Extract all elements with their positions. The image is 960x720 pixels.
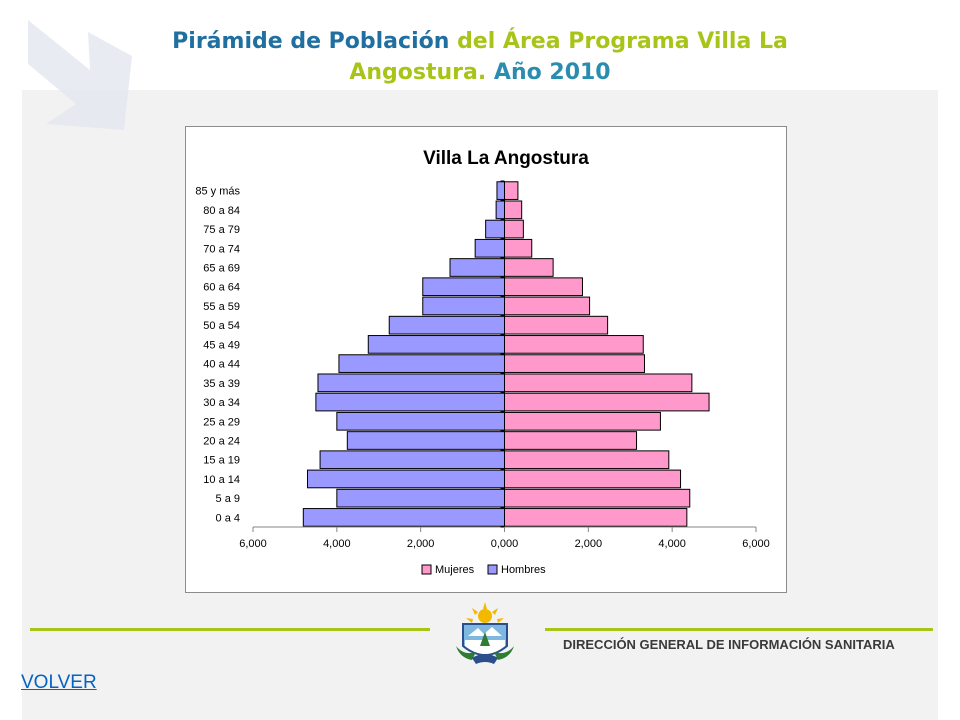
legend-swatch-mujeres <box>421 564 432 575</box>
bar-hombres-10 <box>388 315 506 335</box>
bar-mujeres-7 <box>504 373 693 393</box>
bar-hombres-4 <box>346 431 505 450</box>
province-emblem-icon <box>456 602 514 664</box>
category-label-7: 35 a 39 <box>203 378 240 390</box>
category-label-0: 0 a 4 <box>216 512 240 524</box>
bar-mujeres-9 <box>504 335 644 354</box>
x-tick-label-4: 2,000 <box>575 538 603 550</box>
category-label-9: 45 a 49 <box>203 339 240 351</box>
legend-label-hombres: Hombres <box>501 564 546 576</box>
category-label-13: 65 a 69 <box>203 263 240 275</box>
bar-hombres-17 <box>496 181 505 200</box>
bars-group <box>302 181 710 527</box>
bar-hombres-3 <box>319 450 505 470</box>
title-part-1: Pirámide de Población <box>172 29 450 54</box>
x-tick-label-2: 2,000 <box>407 538 435 550</box>
bar-mujeres-0 <box>504 508 688 527</box>
bar-mujeres-1 <box>504 488 691 508</box>
bar-mujeres-12 <box>504 277 583 297</box>
title-part-3: Angostura. <box>349 60 487 85</box>
category-label-10: 50 a 54 <box>203 320 240 332</box>
bar-mujeres-17 <box>504 181 519 200</box>
volver-link[interactable]: VOLVER <box>21 672 97 693</box>
bar-hombres-14 <box>474 238 505 258</box>
chart-title: Villa La Angostura <box>423 148 589 169</box>
category-label-2: 10 a 14 <box>203 474 240 486</box>
bar-hombres-0 <box>302 508 505 527</box>
category-label-4: 20 a 24 <box>203 436 240 448</box>
footer-organization: DIRECCIÓN GENERAL DE INFORMACIÓN SANITAR… <box>563 637 895 652</box>
x-tick-label-5: 4,000 <box>658 538 686 550</box>
bar-hombres-6 <box>315 392 505 412</box>
bar-hombres-11 <box>422 296 505 316</box>
category-label-1: 5 a 9 <box>216 493 240 505</box>
bar-hombres-2 <box>306 469 505 489</box>
bar-hombres-5 <box>336 411 505 431</box>
bar-mujeres-5 <box>504 411 661 431</box>
category-label-8: 40 a 44 <box>203 359 240 371</box>
category-label-15: 75 a 79 <box>203 224 240 236</box>
category-label-12: 60 a 64 <box>203 282 240 294</box>
bar-hombres-7 <box>317 373 505 393</box>
footer-line-right <box>545 628 933 631</box>
x-tick-label-0: 6,000 <box>239 538 267 550</box>
legend-swatch-hombres <box>487 564 498 575</box>
chart-svg: Villa La Angostura 0 a 4 5 a 9 10 a 14 15 a… <box>195 148 770 576</box>
bar-mujeres-6 <box>504 392 710 412</box>
bar-mujeres-4 <box>504 431 638 450</box>
bar-mujeres-13 <box>504 258 554 277</box>
bar-mujeres-14 <box>504 238 533 258</box>
category-label-5: 25 a 29 <box>203 416 240 428</box>
bar-mujeres-11 <box>504 296 591 316</box>
bar-hombres-12 <box>422 277 505 297</box>
arrow-logo-icon <box>28 20 132 130</box>
bar-mujeres-10 <box>504 315 609 335</box>
page-title: Pirámide de Población del Área Programa … <box>60 26 900 88</box>
category-label-14: 70 a 74 <box>203 243 240 255</box>
category-label-16: 80 a 84 <box>203 205 240 217</box>
category-label-11: 55 a 59 <box>203 301 240 313</box>
x-tick-label-6: 6,000 <box>742 538 770 550</box>
category-labels: 0 a 4 5 a 9 10 a 14 15 a 19 20 a 24 25 a 29 30… <box>195 186 240 525</box>
x-tick-label-3: 0,000 <box>491 538 519 550</box>
bar-mujeres-3 <box>504 450 670 470</box>
legend: Mujeres Hombres <box>421 564 546 576</box>
title-part-4: Año 2010 <box>493 60 611 85</box>
x-axis: 6,000 4,000 2,000 0,000 2,000 4,000 6,000 <box>239 180 770 550</box>
category-label-6: 30 a 34 <box>203 397 240 409</box>
legend-label-mujeres: Mujeres <box>435 564 475 576</box>
title-part-2: del Área Programa Villa La <box>457 29 788 54</box>
bar-mujeres-8 <box>504 354 646 373</box>
bar-mujeres-16 <box>504 200 523 220</box>
bar-hombres-13 <box>449 258 505 277</box>
bar-hombres-9 <box>367 335 505 354</box>
category-label-17: 85 y más <box>195 186 240 198</box>
bar-hombres-8 <box>338 354 505 373</box>
bar-mujeres-2 <box>504 469 682 489</box>
x-tick-label-1: 4,000 <box>323 538 351 550</box>
category-label-3: 15 a 19 <box>203 455 240 467</box>
bar-hombres-1 <box>336 488 505 508</box>
footer-line-left <box>30 628 430 631</box>
bar-mujeres-15 <box>504 219 524 239</box>
bar-hombres-16 <box>495 200 506 220</box>
bar-hombres-15 <box>485 219 506 239</box>
population-pyramid-chart: Villa La Angostura 0 a 4 5 a 9 10 a 14 15 a… <box>185 126 787 593</box>
